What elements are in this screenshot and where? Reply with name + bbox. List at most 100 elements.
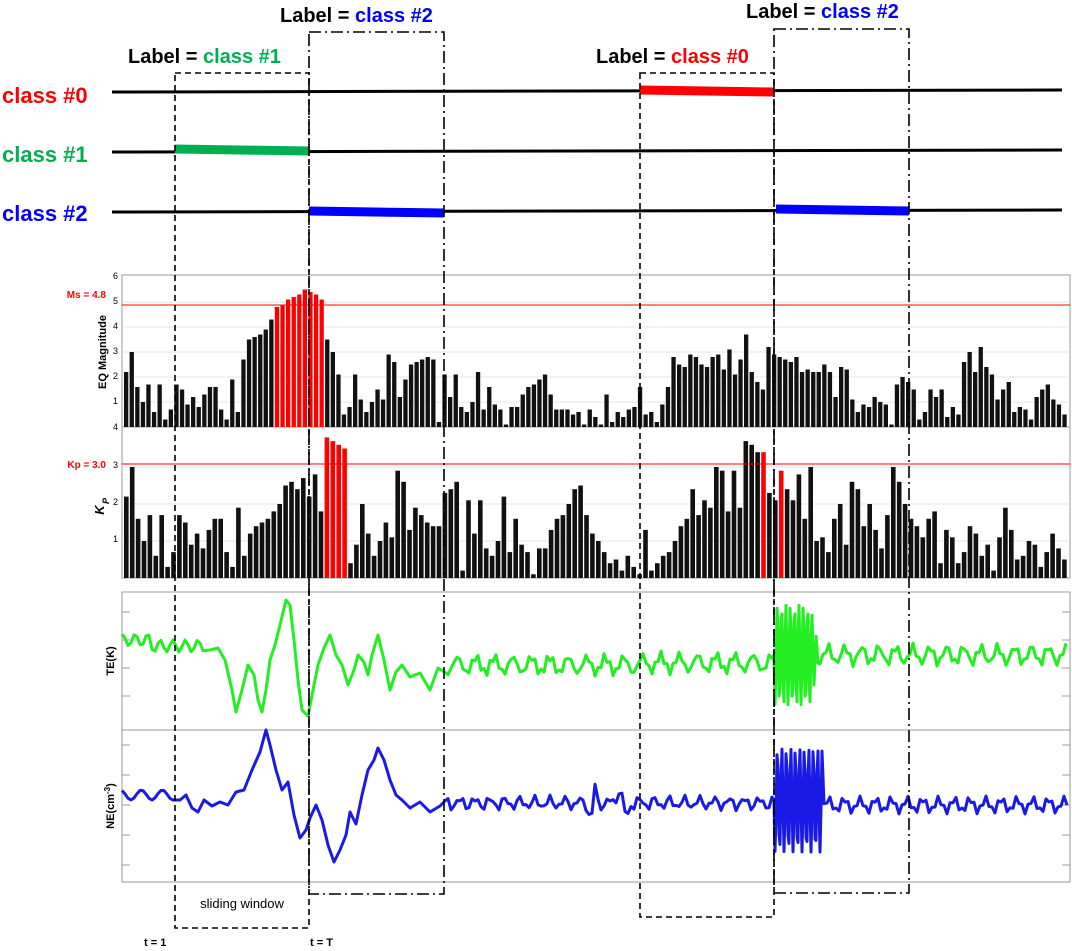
time-label-start: t = 1	[144, 937, 166, 949]
eq-bar	[822, 364, 827, 427]
eq-bar	[185, 404, 190, 427]
kp-bar	[460, 570, 465, 578]
kp-bar	[737, 507, 743, 578]
eq-bar	[246, 339, 252, 427]
eq-bar	[894, 384, 900, 427]
kp-bar	[672, 541, 678, 578]
kp-bar	[194, 533, 200, 578]
kp-bar	[814, 541, 819, 578]
kp-bar	[566, 504, 572, 578]
kp-bar	[236, 507, 241, 578]
kp-bar	[495, 541, 501, 578]
eq-bar	[883, 404, 888, 427]
eq-tick-3: 3	[113, 346, 118, 356]
kp-bar	[436, 526, 442, 578]
kp-bar	[879, 548, 884, 578]
kp-bar	[784, 489, 790, 578]
kp-bar	[643, 529, 648, 578]
eq-bar	[537, 379, 542, 427]
eq-bar	[649, 412, 654, 427]
eq-ylabel: EQ Magnitude	[97, 315, 109, 389]
kp-bar	[885, 515, 890, 578]
kp-bar	[991, 570, 996, 578]
sliding-window-label: sliding window	[200, 896, 284, 911]
kp-bar	[200, 548, 206, 578]
kp-bar	[896, 481, 902, 578]
eq-bar	[760, 389, 766, 427]
eq-bar	[448, 397, 453, 427]
kp-bar	[419, 515, 424, 578]
eq-bar	[900, 377, 905, 427]
eq-bar	[973, 372, 978, 427]
kp-bar	[525, 552, 530, 578]
eq-bar	[286, 299, 291, 427]
kp-bar	[655, 563, 660, 578]
kp-bar	[277, 504, 282, 578]
eq-bar	[559, 409, 564, 427]
eq-bar	[755, 382, 760, 427]
te-series-line	[120, 598, 1068, 718]
eq-bar	[861, 404, 866, 427]
kp-bar	[796, 474, 802, 578]
kp-bar	[914, 526, 920, 578]
kp-bar	[690, 489, 695, 578]
iono-panel-frame	[121, 591, 1071, 883]
eq-bar	[710, 357, 715, 427]
eq-bar	[654, 422, 659, 427]
kp-bar	[902, 504, 908, 578]
eq-bar	[414, 362, 419, 427]
kp-bar	[997, 537, 1002, 578]
eq-bar	[213, 387, 218, 427]
eq-bar	[911, 389, 916, 427]
kp-bar	[395, 470, 400, 578]
kp-tick-2: 2	[113, 497, 118, 507]
kp-bar	[295, 489, 300, 578]
kp-bar	[413, 507, 418, 578]
kp-bar	[873, 529, 878, 578]
kp-bar	[289, 481, 294, 578]
kp-bar	[265, 518, 271, 578]
eq-bar	[554, 409, 559, 427]
kp-bar	[377, 541, 383, 578]
eq-bar	[587, 409, 592, 427]
eq-bar	[933, 397, 939, 427]
kp-bar	[283, 485, 288, 578]
kp-bar	[1032, 544, 1038, 578]
window-label-3: Label = class #0	[596, 46, 749, 68]
kp-bar	[554, 518, 560, 578]
kp-bar	[560, 515, 566, 578]
kp-bar	[596, 541, 601, 578]
kp-bar	[1038, 566, 1044, 578]
eq-bar	[431, 359, 436, 427]
eq-bar	[811, 372, 816, 427]
eq-bar	[928, 389, 933, 427]
eq-tick-4: 4	[113, 321, 118, 331]
eq-bar	[224, 419, 229, 427]
eq-bar	[179, 389, 185, 427]
eq-bar	[906, 382, 911, 427]
eq-bar	[984, 367, 989, 427]
eq-bar	[258, 334, 263, 427]
kp-bar	[483, 548, 489, 578]
kp-bar	[926, 518, 931, 578]
kp-bar	[761, 452, 766, 578]
eq-bar	[235, 412, 240, 427]
eq-bar	[615, 412, 620, 427]
kp-bar	[312, 474, 318, 578]
eq-bar	[570, 414, 576, 427]
eq-bar	[425, 357, 430, 427]
kp-bar	[743, 441, 749, 578]
kp-bar	[619, 570, 625, 578]
eq-bar	[453, 374, 458, 427]
kp-bar	[365, 533, 371, 578]
kp-axis: 3 2 1 Kp = 3.0 K P	[67, 460, 1070, 544]
class-0-highlight-segment	[639, 85, 774, 97]
kp-bar	[1020, 555, 1026, 578]
eq-bar	[598, 424, 604, 427]
kp-bar	[206, 529, 212, 578]
eq-bar	[660, 404, 665, 427]
label-texts: Label = class #1 Label = class #2 Label …	[128, 1, 899, 68]
kp-bar	[773, 500, 778, 578]
eq-bar	[688, 354, 693, 427]
